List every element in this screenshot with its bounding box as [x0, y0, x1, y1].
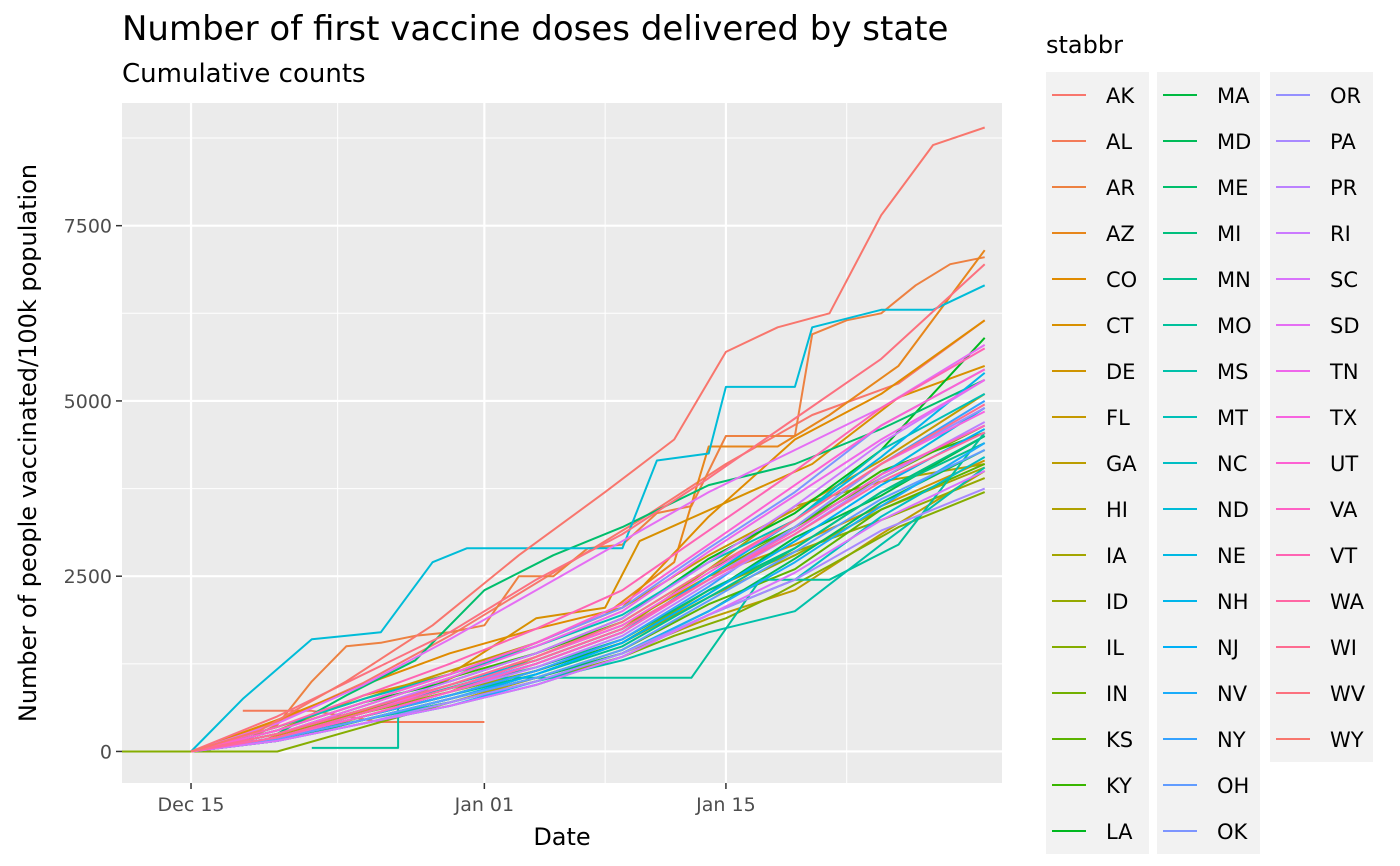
legend-label-or: OR — [1330, 84, 1361, 108]
series-line-co — [190, 319, 986, 753]
x-tick-label: Dec 15 — [158, 794, 225, 816]
legend-label-ny: NY — [1217, 728, 1246, 752]
legend-title: stabbr — [1046, 31, 1123, 59]
legend-label-sd: SD — [1330, 314, 1360, 338]
legend-label-ma: MA — [1217, 84, 1250, 108]
series-line-mt — [190, 393, 986, 753]
legend-label-co: CO — [1106, 268, 1137, 292]
legend-label-id: ID — [1106, 590, 1128, 614]
legend-label-al: AL — [1106, 130, 1132, 154]
chart-subtitle: Cumulative counts — [122, 59, 366, 89]
y-tick-label: 0 — [100, 741, 112, 763]
series-line-md — [190, 449, 986, 753]
series-line-wa — [190, 431, 986, 753]
plot-panel — [122, 103, 1002, 783]
series-lines — [122, 126, 986, 753]
legend-label-ut: UT — [1330, 452, 1358, 476]
series-line-wy — [190, 126, 986, 753]
legend-label-sc: SC — [1330, 268, 1358, 292]
legend-label-ky: KY — [1106, 774, 1132, 798]
legend-label-mn: MN — [1217, 268, 1251, 292]
legend-label-de: DE — [1106, 360, 1135, 384]
legend-label-mi: MI — [1217, 222, 1241, 246]
legend-label-mo: MO — [1217, 314, 1252, 338]
legend-label-wa: WA — [1330, 590, 1365, 614]
y-tick-label: 7500 — [64, 216, 112, 238]
legend-label-az: AZ — [1106, 222, 1135, 246]
x-tick-label: Jan 01 — [454, 794, 515, 816]
series-line-me — [190, 378, 986, 753]
legend-label-nj: NJ — [1217, 636, 1239, 660]
series-line-tn — [190, 379, 986, 753]
series-line-sd — [190, 344, 986, 753]
legend-label-ri: RI — [1330, 222, 1351, 246]
legend-label-ms: MS — [1217, 360, 1248, 384]
legend-label-md: MD — [1217, 130, 1251, 154]
legend-label-pa: PA — [1330, 130, 1356, 154]
minor-grid — [122, 103, 1002, 783]
legend-label-me: ME — [1217, 176, 1248, 200]
legend-label-oh: OH — [1217, 774, 1249, 798]
legend-label-ga: GA — [1106, 452, 1137, 476]
legend-label-ct: CT — [1106, 314, 1134, 338]
legend: AK AL AR AZ CO CT DE FL GA HI IA ID IL IN KS KY LA MA MD ME… — [1046, 72, 1373, 854]
legend-label-tn: TN — [1329, 360, 1359, 384]
legend-label-ks: KS — [1106, 728, 1133, 752]
legend-label-ok: OK — [1217, 820, 1249, 844]
series-line-sc — [190, 470, 986, 753]
series-line-vt — [190, 347, 986, 753]
legend-label-ne: NE — [1217, 544, 1246, 568]
series-line-ut — [190, 368, 986, 753]
x-axis-title: Date — [533, 823, 590, 851]
series-line-il — [122, 491, 986, 753]
x-axis: Dec 15 Jan 01 Jan 15 — [158, 783, 756, 816]
legend-label-in: IN — [1106, 682, 1128, 706]
legend-label-nh: NH — [1217, 590, 1249, 614]
legend-label-ia: IA — [1106, 544, 1127, 568]
legend-label-wy: WY — [1330, 728, 1364, 752]
legend-label-la: LA — [1106, 820, 1133, 844]
y-axis: 0 2500 5000 7500 — [64, 216, 122, 763]
y-tick-label: 5000 — [64, 391, 112, 413]
series-line-wi — [190, 403, 986, 753]
legend-label-mt: MT — [1217, 406, 1248, 430]
legend-label-nc: NC — [1217, 452, 1247, 476]
series-line-ar — [190, 256, 985, 753]
legend-label-wv: WV — [1330, 682, 1366, 706]
legend-label-il: IL — [1106, 636, 1124, 660]
x-tick-label: Jan 15 — [695, 794, 756, 816]
series-line-va — [190, 424, 986, 753]
y-tick-label: 2500 — [64, 566, 112, 588]
legend-label-ak: AK — [1106, 84, 1135, 108]
legend-label-fl: FL — [1106, 406, 1130, 430]
legend-label-nd: ND — [1217, 498, 1249, 522]
series-line-ct — [190, 364, 986, 753]
legend-label-tx: TX — [1329, 406, 1357, 430]
y-axis-title: Number of people vaccinated/100k populat… — [14, 164, 42, 722]
legend-label-ar: AR — [1106, 176, 1135, 200]
legend-label-nv: NV — [1217, 682, 1248, 706]
legend-label-va: VA — [1330, 498, 1358, 522]
legend-label-wi: WI — [1330, 636, 1357, 660]
legend-label-vt: VT — [1330, 544, 1357, 568]
series-line-oh — [190, 449, 986, 753]
legend-label-hi: HI — [1106, 498, 1128, 522]
legend-label-pr: PR — [1330, 176, 1357, 200]
series-line-nd — [190, 284, 986, 753]
chart-title: Number of first vaccine doses delivered … — [122, 9, 948, 49]
